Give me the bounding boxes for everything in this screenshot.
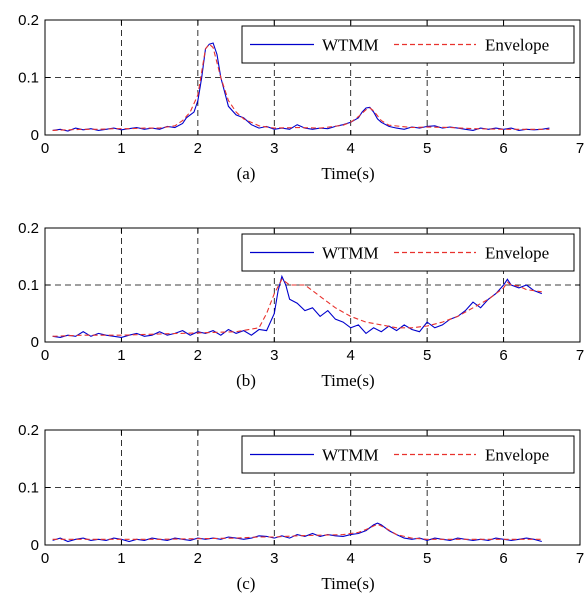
y-tick-label: 0.2 [18, 12, 39, 29]
x-tick-label: 0 [41, 140, 49, 157]
x-tick-label: 0 [41, 550, 49, 567]
panel-label: (b) [236, 371, 256, 390]
y-tick-label: 0.2 [18, 422, 39, 439]
x-axis-label: Time(s) [321, 574, 374, 593]
x-tick-label: 5 [423, 347, 431, 364]
x-tick-label: 7 [576, 140, 584, 157]
legend: WTMM Envelope [242, 26, 574, 63]
x-tick-label: 7 [576, 347, 584, 364]
legend-label-envelope: Envelope [485, 36, 549, 55]
legend: WTMM Envelope [242, 234, 574, 271]
legend: WTMM Envelope [242, 436, 574, 473]
y-tick-label: 0.1 [18, 277, 39, 294]
x-tick-label: 5 [423, 140, 431, 157]
x-tick-label: 1 [117, 550, 125, 567]
x-tick-label: 4 [347, 347, 355, 364]
legend-label-wtmm: WTMM [322, 244, 379, 263]
x-axis-label: Time(s) [321, 164, 374, 183]
x-tick-label: 2 [194, 347, 202, 364]
x-tick-label: 0 [41, 347, 49, 364]
chart-panel-c: 0 1 2 3 4 5 6 7 0 0.1 0.2 WTMM Envelope (c) Time(s) [18, 422, 584, 593]
y-tick-label: 0 [31, 127, 39, 144]
x-tick-label: 6 [499, 347, 507, 364]
x-tick-label: 3 [270, 140, 278, 157]
chart-panel-b: 0 1 2 3 4 5 6 7 0 0.1 0.2 WTMM Envelope (b) Time(s) [18, 220, 584, 390]
x-axis-label: Time(s) [321, 371, 374, 390]
panel-label: (c) [237, 574, 256, 593]
x-tick-label: 3 [270, 550, 278, 567]
x-tick-label: 5 [423, 550, 431, 567]
x-tick-label: 3 [270, 347, 278, 364]
legend-label-wtmm: WTMM [322, 36, 379, 55]
y-tick-label: 0.1 [18, 70, 39, 87]
x-tick-label: 6 [499, 140, 507, 157]
panel-label: (a) [237, 164, 256, 183]
x-tick-label: 6 [499, 550, 507, 567]
x-tick-label: 4 [347, 140, 355, 157]
y-tick-label: 0 [31, 537, 39, 554]
x-tick-label: 7 [576, 550, 584, 567]
y-tick-label: 0.2 [18, 220, 39, 237]
x-tick-label: 1 [117, 140, 125, 157]
legend-label-wtmm: WTMM [322, 446, 379, 465]
x-tick-label: 2 [194, 550, 202, 567]
y-tick-label: 0.1 [18, 480, 39, 497]
legend-label-envelope: Envelope [485, 446, 549, 465]
x-tick-label: 1 [117, 347, 125, 364]
y-tick-label: 0 [31, 334, 39, 351]
chart-panel-a: 0 1 2 3 4 5 6 7 0 0.1 0.2 WTMM Envelope (a) Time(s) [18, 12, 584, 183]
x-tick-label: 2 [194, 140, 202, 157]
legend-label-envelope: Envelope [485, 244, 549, 263]
x-tick-label: 4 [347, 550, 355, 567]
